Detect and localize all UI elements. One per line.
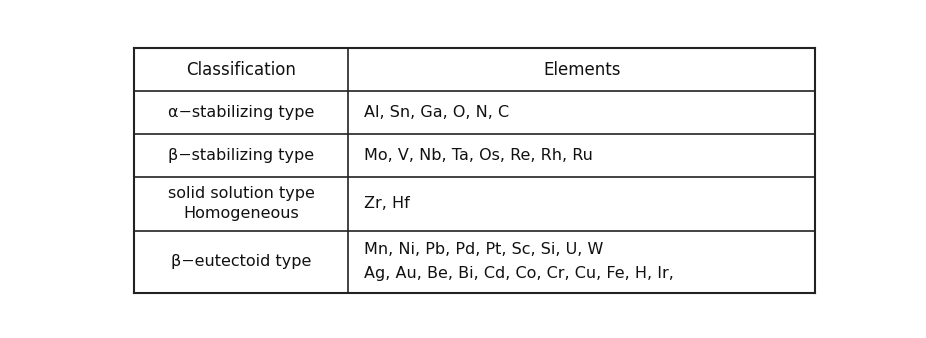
Text: Mn, Ni, Pb, Pd, Pt, Sc, Si, U, W: Mn, Ni, Pb, Pd, Pt, Sc, Si, U, W (364, 242, 604, 258)
Text: Elements: Elements (544, 61, 620, 79)
Text: α−stabilizing type: α−stabilizing type (168, 105, 314, 120)
Text: β−stabilizing type: β−stabilizing type (168, 148, 314, 163)
Text: Ag, Au, Be, Bi, Cd, Co, Cr, Cu, Fe, H, Ir,: Ag, Au, Be, Bi, Cd, Co, Cr, Cu, Fe, H, I… (364, 266, 674, 281)
Text: Mo, V, Nb, Ta, Os, Re, Rh, Ru: Mo, V, Nb, Ta, Os, Re, Rh, Ru (364, 148, 594, 163)
Text: Al, Sn, Ga, O, N, C: Al, Sn, Ga, O, N, C (364, 105, 509, 120)
Text: Classification: Classification (186, 61, 296, 79)
Text: β−eutectoid type: β−eutectoid type (171, 254, 311, 269)
Text: solid solution type: solid solution type (168, 186, 315, 201)
Text: Zr, Hf: Zr, Hf (364, 196, 410, 211)
Text: Homogeneous: Homogeneous (183, 207, 299, 221)
